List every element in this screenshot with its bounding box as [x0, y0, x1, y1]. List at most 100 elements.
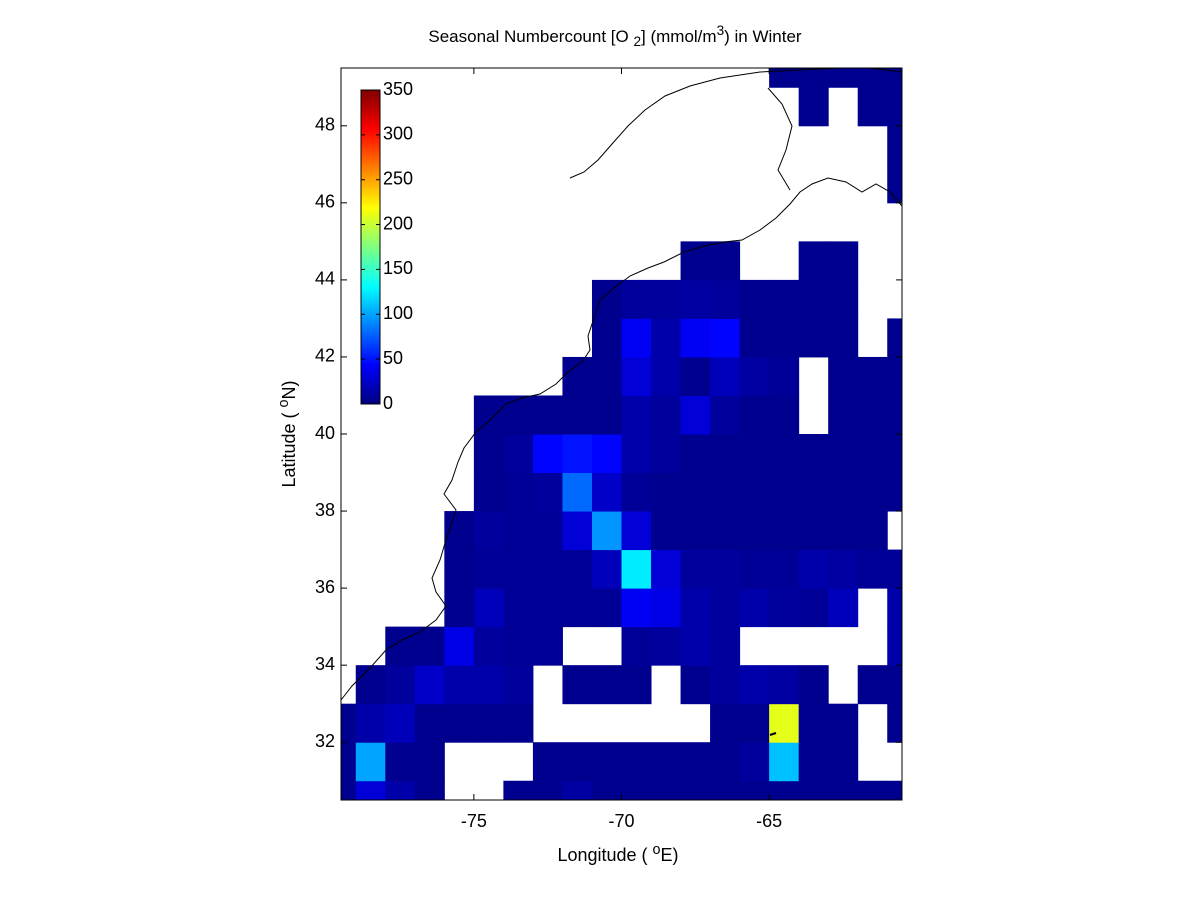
cell [769, 395, 800, 435]
cell [769, 511, 800, 551]
cell [769, 472, 800, 512]
cell [532, 626, 563, 666]
cell [532, 434, 563, 474]
cell [887, 703, 902, 743]
cell [651, 511, 682, 551]
colorbar-tick-label: 250 [383, 168, 413, 188]
heatmap [341, 68, 902, 800]
cell [503, 434, 534, 474]
cell [651, 742, 682, 782]
cell [887, 87, 902, 127]
cell [739, 665, 770, 705]
cell [651, 356, 682, 396]
colorbar-tick-label: 100 [383, 303, 413, 323]
cell [562, 549, 593, 589]
cell [680, 241, 711, 281]
cell [739, 279, 770, 319]
cell [532, 549, 563, 589]
y-tick-label: 44 [315, 269, 335, 289]
y-tick-label: 38 [315, 500, 335, 520]
cell [473, 703, 504, 743]
cell [680, 511, 711, 551]
cell [739, 356, 770, 396]
cell [591, 549, 622, 589]
cell [621, 742, 652, 782]
cell [739, 395, 770, 435]
cell [385, 626, 416, 666]
cell [739, 511, 770, 551]
cell [680, 549, 711, 589]
x-tick-label: -70 [608, 811, 634, 831]
cell [680, 395, 711, 435]
cell [798, 780, 829, 800]
y-tick-label: 34 [315, 654, 335, 674]
cell [562, 742, 593, 782]
colorbar-fill [360, 89, 381, 405]
cell [857, 780, 888, 800]
cell [651, 472, 682, 512]
title-part: ) in Winter [724, 27, 802, 46]
cell [341, 703, 357, 743]
cell [414, 665, 445, 705]
cell [621, 665, 652, 705]
cell [385, 780, 416, 800]
cell [828, 68, 859, 88]
cell [503, 588, 534, 628]
cell [473, 626, 504, 666]
cell [798, 665, 829, 705]
cell [857, 87, 888, 127]
cell [769, 703, 800, 743]
cell [621, 395, 652, 435]
cell [532, 588, 563, 628]
cell [473, 588, 504, 628]
cell [798, 742, 829, 782]
cell [444, 549, 475, 589]
cell [680, 588, 711, 628]
y-tick-label: 48 [315, 115, 335, 135]
cell [769, 780, 800, 800]
cell [710, 434, 741, 474]
cell [591, 279, 622, 319]
cell [739, 780, 770, 800]
cell [887, 665, 902, 705]
cell [621, 780, 652, 800]
cell [739, 549, 770, 589]
xlabel-part: o [653, 842, 661, 858]
cell [473, 511, 504, 551]
cell [769, 665, 800, 705]
cell [769, 279, 800, 319]
x-axis-label: Longitude ( oE) [557, 842, 678, 865]
cell [591, 742, 622, 782]
cell [385, 665, 416, 705]
cell [857, 665, 888, 705]
cell [680, 742, 711, 782]
cell [798, 241, 829, 281]
cell [828, 318, 859, 358]
cell [385, 742, 416, 782]
cell [355, 780, 386, 800]
cell [828, 472, 859, 512]
cell [828, 703, 859, 743]
cell [503, 626, 534, 666]
colorbar: 0 50 100 150 200 250 300 350 [360, 79, 413, 413]
cell [621, 318, 652, 358]
cell [798, 68, 829, 88]
cell [828, 356, 859, 396]
cell [503, 665, 534, 705]
cell [769, 742, 800, 782]
colorbar-tick-label: 350 [383, 79, 413, 99]
cell [621, 511, 652, 551]
cell [503, 511, 534, 551]
cell [887, 356, 902, 396]
cell [621, 472, 652, 512]
cell [769, 434, 800, 474]
cell [355, 703, 386, 743]
cell [828, 395, 859, 435]
x-tick-label: -75 [461, 811, 487, 831]
cell [798, 279, 829, 319]
cell [503, 395, 534, 435]
cell [710, 241, 741, 281]
cell [857, 511, 888, 551]
cell [887, 434, 902, 474]
cell [680, 318, 711, 358]
